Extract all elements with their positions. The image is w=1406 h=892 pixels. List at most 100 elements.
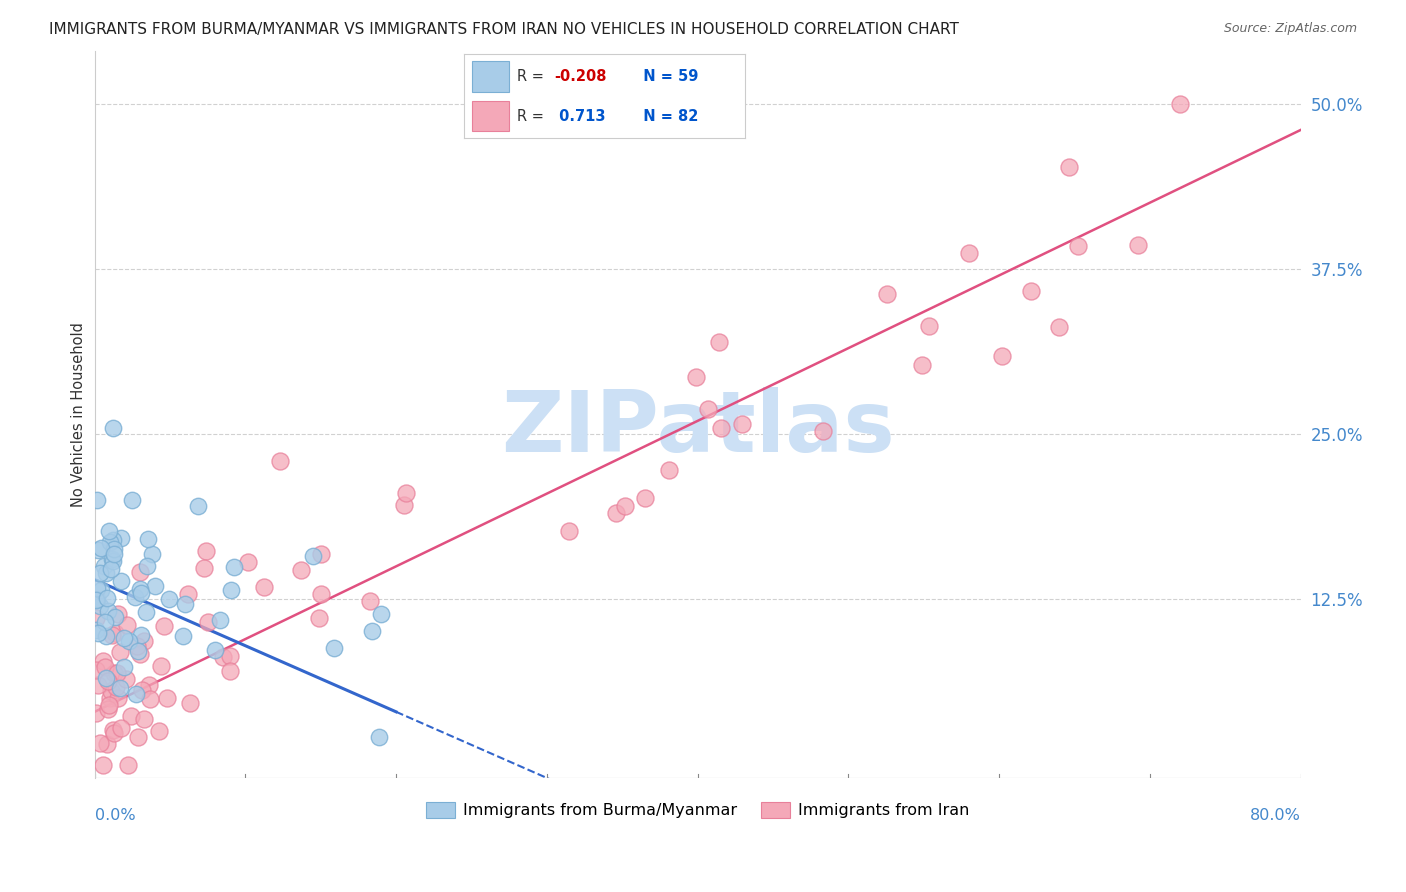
Point: [101, 420, 124, 434]
Point: [1047, 319, 1070, 334]
Point: [96, 737, 118, 751]
Point: [86, 542, 108, 557]
Point: [187, 499, 209, 513]
Point: [105, 665, 128, 680]
Point: [141, 548, 163, 562]
Point: [876, 287, 898, 301]
Point: [101, 533, 124, 547]
Point: [135, 606, 157, 620]
Point: [110, 531, 132, 545]
Point: [90, 541, 112, 556]
Point: [120, 709, 142, 723]
Point: [179, 696, 201, 710]
Point: [918, 319, 941, 334]
Point: [613, 500, 636, 514]
Point: [98, 691, 121, 706]
Point: [129, 585, 152, 599]
Point: [1168, 96, 1191, 111]
Y-axis label: No Vehicles in Household: No Vehicles in Household: [72, 322, 86, 507]
Point: [96, 591, 118, 605]
Point: [395, 486, 418, 500]
Point: [97, 604, 120, 618]
Point: [238, 555, 260, 569]
Point: [84, 611, 107, 625]
Point: [103, 554, 125, 568]
Point: [96, 672, 118, 686]
Legend: Immigrants from Burma/Myanmar, Immigrants from Iran: Immigrants from Burma/Myanmar, Immigrant…: [420, 795, 976, 824]
Point: [89, 736, 111, 750]
Point: [86, 493, 108, 508]
Point: [195, 543, 218, 558]
Point: [101, 723, 124, 737]
Point: [86, 664, 108, 678]
Point: [323, 641, 346, 656]
Point: [94, 629, 117, 643]
Text: -0.208: -0.208: [554, 69, 606, 84]
Point: [173, 597, 195, 611]
Text: 0.0%: 0.0%: [94, 808, 135, 823]
Point: [86, 581, 108, 595]
Point: [253, 580, 276, 594]
Point: [115, 672, 138, 686]
Point: [153, 619, 176, 633]
Bar: [472, 62, 509, 92]
Text: N = 82: N = 82: [633, 109, 697, 124]
Point: [110, 574, 132, 589]
Point: [112, 632, 135, 646]
Point: [1019, 284, 1042, 298]
Point: [193, 561, 215, 575]
Point: [101, 628, 124, 642]
Point: [658, 463, 681, 477]
Point: [97, 702, 120, 716]
Point: [98, 698, 121, 713]
Point: [112, 660, 135, 674]
Point: [124, 591, 146, 605]
Point: [1128, 237, 1150, 252]
Point: [172, 629, 194, 643]
Point: [87, 678, 110, 692]
Point: [224, 559, 246, 574]
Point: [131, 683, 153, 698]
Point: [136, 532, 159, 546]
Point: [84, 623, 107, 637]
Point: [359, 594, 381, 608]
Point: [197, 615, 219, 630]
Point: [957, 245, 980, 260]
Point: [308, 611, 330, 625]
Point: [176, 587, 198, 601]
Point: [309, 547, 332, 561]
Point: [86, 592, 108, 607]
Point: [103, 666, 125, 681]
Point: [1067, 239, 1090, 253]
Point: [309, 587, 332, 601]
Text: R =: R =: [517, 69, 548, 84]
Point: [1057, 161, 1080, 175]
Point: [811, 424, 834, 438]
Point: [148, 724, 170, 739]
Point: [685, 369, 707, 384]
Point: [370, 607, 392, 621]
Point: [157, 591, 180, 606]
Point: [94, 660, 117, 674]
Point: [991, 349, 1014, 363]
Point: [204, 642, 226, 657]
Point: [100, 683, 122, 698]
Point: [134, 633, 156, 648]
Point: [219, 648, 242, 663]
Point: [115, 618, 138, 632]
Point: [100, 551, 122, 566]
Point: [107, 607, 129, 621]
Point: [103, 541, 125, 556]
Text: 80.0%: 80.0%: [1250, 808, 1301, 823]
Point: [290, 563, 312, 577]
Text: IMMIGRANTS FROM BURMA/MYANMAR VS IMMIGRANTS FROM IRAN NO VEHICLES IN HOUSEHOLD C: IMMIGRANTS FROM BURMA/MYANMAR VS IMMIGRA…: [49, 22, 959, 37]
Point: [103, 609, 125, 624]
Point: [91, 654, 114, 668]
Point: [91, 757, 114, 772]
Point: [108, 645, 131, 659]
Point: [89, 566, 111, 581]
Point: [84, 706, 107, 721]
Point: [90, 583, 112, 598]
Point: [143, 579, 166, 593]
Point: [107, 691, 129, 706]
